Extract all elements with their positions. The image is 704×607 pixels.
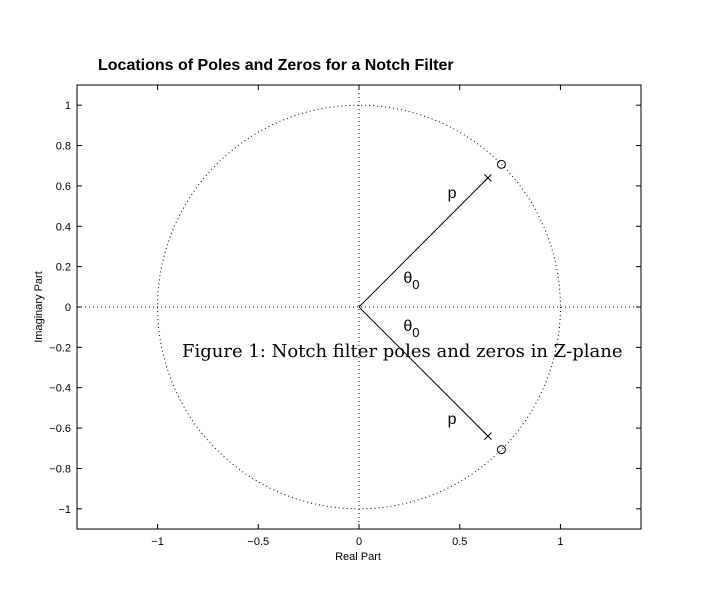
y-tick-label: 0	[65, 302, 71, 314]
pole-vector	[358, 177, 489, 308]
y-tick-label: 0.2	[56, 262, 71, 274]
x-tick-label: −1	[151, 536, 164, 548]
pole-label: p	[448, 411, 457, 428]
pole-marker	[484, 173, 492, 182]
y-tick-label: −0.4	[49, 383, 71, 395]
pole-marker-stroke	[484, 173, 492, 182]
pole-marker	[484, 432, 492, 441]
ticks: −1 −0.5 0 0.5 1 1 0.8 0.6 0.4 0.2 0 −0.2 −0.4 −0.6 −0.…	[49, 85, 641, 548]
y-tick-label: −0.2	[49, 342, 71, 354]
y-tick-label: −0.6	[49, 423, 71, 435]
y-tick-label: −0.8	[49, 463, 71, 475]
pole-label: p	[448, 185, 457, 202]
y-tick-label: 1	[65, 100, 71, 112]
y-tick-label: 0.4	[56, 221, 71, 233]
y-tick-label: 0.8	[56, 141, 71, 153]
theta-subscript: 0	[412, 325, 419, 340]
x-tick-label: 1	[557, 536, 563, 548]
x-tick-label: 0	[356, 536, 362, 548]
chart-title: Locations of Poles and Zeros for a Notch…	[98, 57, 454, 74]
y-tick-label: 0.6	[56, 181, 71, 193]
pole-vectors	[358, 177, 489, 437]
x-tick-label: −0.5	[247, 536, 269, 548]
x-axis-label: Real Part	[335, 551, 381, 563]
markers	[484, 159, 506, 455]
pole-marker-stroke	[484, 432, 492, 441]
figure-caption: Figure 1: Notch filter poles and zeros i…	[182, 341, 623, 362]
unit-circle	[157, 104, 561, 510]
dotted-guides	[77, 85, 641, 529]
zero-marker	[496, 445, 506, 455]
pole-vector	[358, 306, 489, 437]
theta-subscript: 0	[412, 277, 419, 292]
zero-marker	[496, 159, 506, 169]
y-axis-label: Imaginary Part	[33, 271, 45, 343]
y-tick-label: −1	[58, 504, 71, 516]
x-tick-label: 0.5	[452, 536, 467, 548]
theta-annotation: θ0	[403, 270, 419, 292]
theta-annotation: θ0	[403, 318, 419, 340]
